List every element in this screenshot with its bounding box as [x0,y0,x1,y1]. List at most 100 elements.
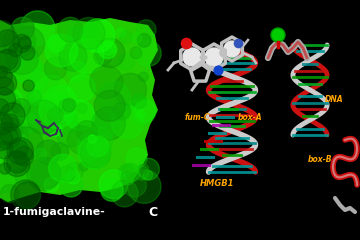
Circle shape [130,98,156,124]
Circle shape [130,47,142,59]
Circle shape [20,46,35,60]
Circle shape [127,170,161,204]
Circle shape [0,34,22,68]
Circle shape [7,152,28,173]
Circle shape [11,53,42,83]
Circle shape [23,80,34,91]
Circle shape [6,42,39,74]
Circle shape [45,35,78,67]
Circle shape [84,24,99,38]
Circle shape [1,114,19,132]
Text: box-B: box-B [308,156,333,164]
Polygon shape [0,18,158,202]
Circle shape [27,157,60,191]
Circle shape [90,66,123,98]
Circle shape [0,49,18,70]
Circle shape [4,50,24,70]
Circle shape [0,141,13,159]
Circle shape [18,37,31,49]
Circle shape [118,164,135,181]
Circle shape [59,43,87,71]
Circle shape [13,34,31,53]
Text: fum-C: fum-C [185,113,211,121]
Circle shape [49,154,76,182]
Circle shape [183,48,201,66]
Circle shape [6,132,28,154]
Circle shape [31,159,61,188]
Circle shape [76,121,97,142]
Circle shape [0,163,10,174]
Circle shape [0,131,18,149]
Circle shape [30,89,42,102]
Circle shape [10,162,19,171]
Circle shape [39,93,75,128]
Circle shape [135,41,161,66]
Circle shape [114,73,147,106]
Circle shape [130,100,139,109]
Circle shape [4,25,36,57]
Circle shape [48,123,62,136]
Circle shape [121,163,140,182]
Circle shape [271,28,285,42]
Circle shape [12,17,34,40]
Circle shape [92,110,119,138]
Point [235,41,241,45]
Circle shape [15,168,31,184]
Circle shape [73,18,105,50]
Circle shape [36,140,60,165]
Circle shape [44,85,77,118]
Circle shape [0,165,17,193]
Circle shape [0,90,20,118]
Circle shape [139,72,148,82]
Circle shape [102,42,115,55]
Circle shape [9,43,22,57]
Circle shape [28,90,42,105]
Circle shape [67,26,86,45]
Circle shape [97,81,130,114]
Circle shape [48,108,63,123]
Circle shape [0,139,29,170]
Circle shape [84,127,113,156]
Circle shape [4,123,23,142]
Circle shape [65,100,95,130]
Circle shape [134,100,156,122]
Circle shape [95,38,125,68]
Circle shape [0,71,17,95]
Text: DNA: DNA [325,96,344,104]
Circle shape [48,35,65,52]
Circle shape [8,90,37,119]
Circle shape [0,113,13,135]
Circle shape [35,76,69,110]
Circle shape [0,30,19,54]
Text: C: C [148,205,157,218]
Circle shape [94,90,125,121]
Circle shape [0,103,25,128]
Circle shape [88,135,96,143]
Circle shape [118,54,135,70]
Circle shape [134,166,149,180]
Circle shape [27,100,60,134]
Circle shape [77,134,100,156]
Circle shape [224,41,240,57]
Text: 1-fumigaclavine-: 1-fumigaclavine- [3,207,106,217]
Circle shape [20,162,30,172]
Circle shape [69,39,104,73]
Circle shape [66,162,83,180]
Circle shape [59,99,74,114]
Circle shape [94,121,106,133]
Circle shape [137,110,145,118]
Circle shape [44,177,59,192]
Circle shape [11,180,41,210]
Circle shape [67,61,86,81]
Circle shape [143,170,153,180]
Circle shape [68,75,95,102]
Circle shape [132,94,147,109]
Circle shape [120,31,132,43]
Circle shape [136,20,156,40]
Circle shape [14,182,40,208]
Circle shape [19,99,43,122]
Circle shape [12,44,26,58]
Circle shape [126,148,147,168]
Circle shape [12,124,26,138]
Circle shape [139,164,149,173]
